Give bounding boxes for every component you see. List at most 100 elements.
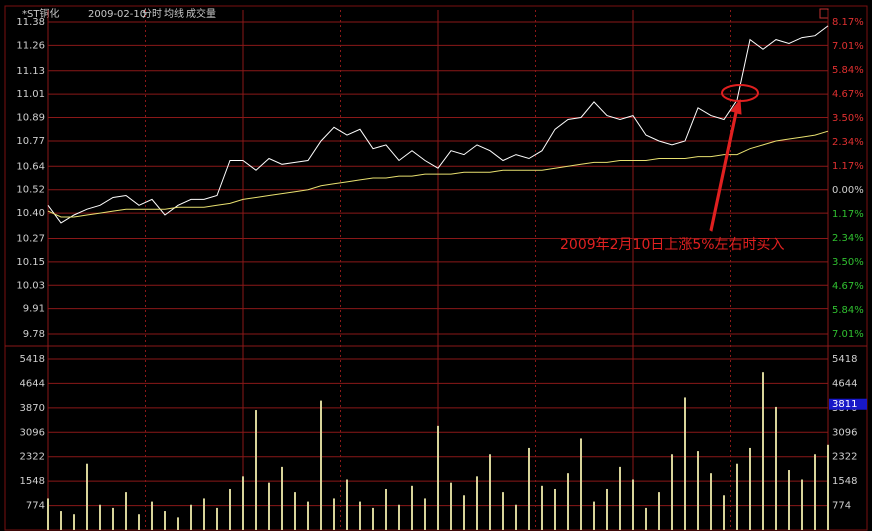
volume-bar xyxy=(684,397,686,530)
volume-bar xyxy=(736,463,738,530)
volume-bar xyxy=(99,504,101,530)
volume-bar xyxy=(515,504,517,530)
y2-tick-label: 7.01% xyxy=(832,329,864,340)
volume-tick-label: 2322 xyxy=(20,452,45,463)
volume-bar xyxy=(814,454,816,530)
volume-bar xyxy=(632,479,634,530)
volume-bar xyxy=(385,488,387,530)
volume-bar xyxy=(73,514,75,530)
y-tick-label: 9.91 xyxy=(23,304,45,315)
volume-bar xyxy=(320,400,322,530)
y-tick-label: 10.52 xyxy=(16,185,45,196)
volume-bar xyxy=(216,507,218,530)
volume-bar xyxy=(281,466,283,530)
stock-name: *ST铜化 xyxy=(22,7,59,20)
cursor-tag xyxy=(829,398,867,410)
y2-tick-label: 1.17% xyxy=(832,161,864,172)
volume-bar xyxy=(86,463,88,530)
volume-bar xyxy=(580,438,582,530)
y-tick-label: 9.78 xyxy=(23,329,45,340)
volume-bar xyxy=(190,504,192,530)
volume-tick-label-right: 774 xyxy=(832,501,851,512)
y2-tick-label: 3.50% xyxy=(832,257,864,268)
volume-tick-label: 5418 xyxy=(20,354,45,365)
y2-tick-label: 4.67% xyxy=(832,89,864,100)
y2-tick-label: 3.50% xyxy=(832,113,864,124)
y2-tick-label: 8.17% xyxy=(832,17,864,28)
volume-bar xyxy=(788,470,790,530)
price-line xyxy=(47,25,829,224)
y-tick-label: 11.26 xyxy=(16,40,45,51)
annotation-arrow xyxy=(709,98,742,232)
y2-tick-label: 5.84% xyxy=(832,305,864,316)
volume-bar xyxy=(346,479,348,530)
y2-tick-label: 2.34% xyxy=(832,233,864,244)
volume-bar xyxy=(164,511,166,530)
volume-tick-label: 3096 xyxy=(20,427,45,438)
volume-bar xyxy=(437,425,439,530)
volume-bar xyxy=(333,498,335,530)
y-tick-label: 11.38 xyxy=(16,17,45,28)
volume-bar xyxy=(801,479,803,530)
volume-bar xyxy=(255,410,257,530)
volume-tick-label-right: 5418 xyxy=(832,354,857,365)
volume-bar xyxy=(619,466,621,530)
volume-bar xyxy=(177,517,179,530)
volume-tick-label: 3870 xyxy=(20,403,45,414)
header: *ST铜化 2009-02-10 分时 均线 成交量 xyxy=(22,7,216,20)
volume-tick-label-right: 2322 xyxy=(832,452,857,463)
cursor-tag-label: 3811 xyxy=(832,399,857,410)
legend-volume: 成交量 xyxy=(186,7,216,20)
y-tick-label: 10.77 xyxy=(16,136,45,147)
volume-bar xyxy=(645,507,647,530)
y-tick-label: 10.27 xyxy=(16,233,45,244)
volume-tick-label-right: 1548 xyxy=(832,476,857,487)
y2-tick-label: 2.34% xyxy=(832,137,864,148)
volume-bar xyxy=(151,501,153,530)
volume-bar xyxy=(372,507,374,530)
volume-bar xyxy=(112,507,114,530)
volume-bar xyxy=(541,485,543,530)
y2-tick-label: 1.17% xyxy=(832,209,864,220)
volume-tick-label-right: 3096 xyxy=(832,427,857,438)
volume-bar xyxy=(229,488,231,530)
volume-bar xyxy=(658,492,660,530)
volume-bar xyxy=(359,501,361,530)
y-tick-label: 10.03 xyxy=(16,280,45,291)
legend-price: 分时 xyxy=(142,8,162,20)
volume-bar xyxy=(502,492,504,530)
y2-tick-label: 4.67% xyxy=(832,281,864,292)
frame xyxy=(4,5,868,531)
volume-tick-label: 1548 xyxy=(20,476,45,487)
volume-bar xyxy=(749,447,751,530)
y2-tick-label: 5.84% xyxy=(832,65,864,76)
volume-bar xyxy=(606,488,608,530)
volume-bar xyxy=(476,476,478,530)
date: 2009-02-10 xyxy=(88,9,146,20)
annotation: 2009年2月10日上涨5%左右时买入 xyxy=(560,237,785,253)
volume-bar xyxy=(294,492,296,530)
volume-bar xyxy=(60,511,62,530)
volume-bar xyxy=(138,514,140,530)
y-tick-label: 11.13 xyxy=(16,66,45,77)
volume-bar xyxy=(398,504,400,530)
volume-bar xyxy=(567,473,569,530)
y2-tick-label: 0.00% xyxy=(832,185,864,196)
volume-bar xyxy=(775,406,777,530)
average-line xyxy=(47,130,829,218)
y-tick-label: 11.01 xyxy=(16,89,45,100)
volume-bar xyxy=(268,482,270,530)
volume-bar xyxy=(528,447,530,530)
volume-bar xyxy=(697,451,699,530)
legend-average: 均线 xyxy=(164,7,184,20)
volume-bar xyxy=(762,372,764,530)
volume-bar xyxy=(489,454,491,530)
volume-tick-label: 4644 xyxy=(20,378,45,389)
volume-bar xyxy=(47,498,49,530)
volume-bar xyxy=(463,495,465,530)
y2-tick-label: 7.01% xyxy=(832,41,864,52)
y-tick-label: 10.15 xyxy=(16,257,45,268)
volume-bar xyxy=(203,498,205,530)
volume-tick-label-right: 4644 xyxy=(832,378,857,389)
